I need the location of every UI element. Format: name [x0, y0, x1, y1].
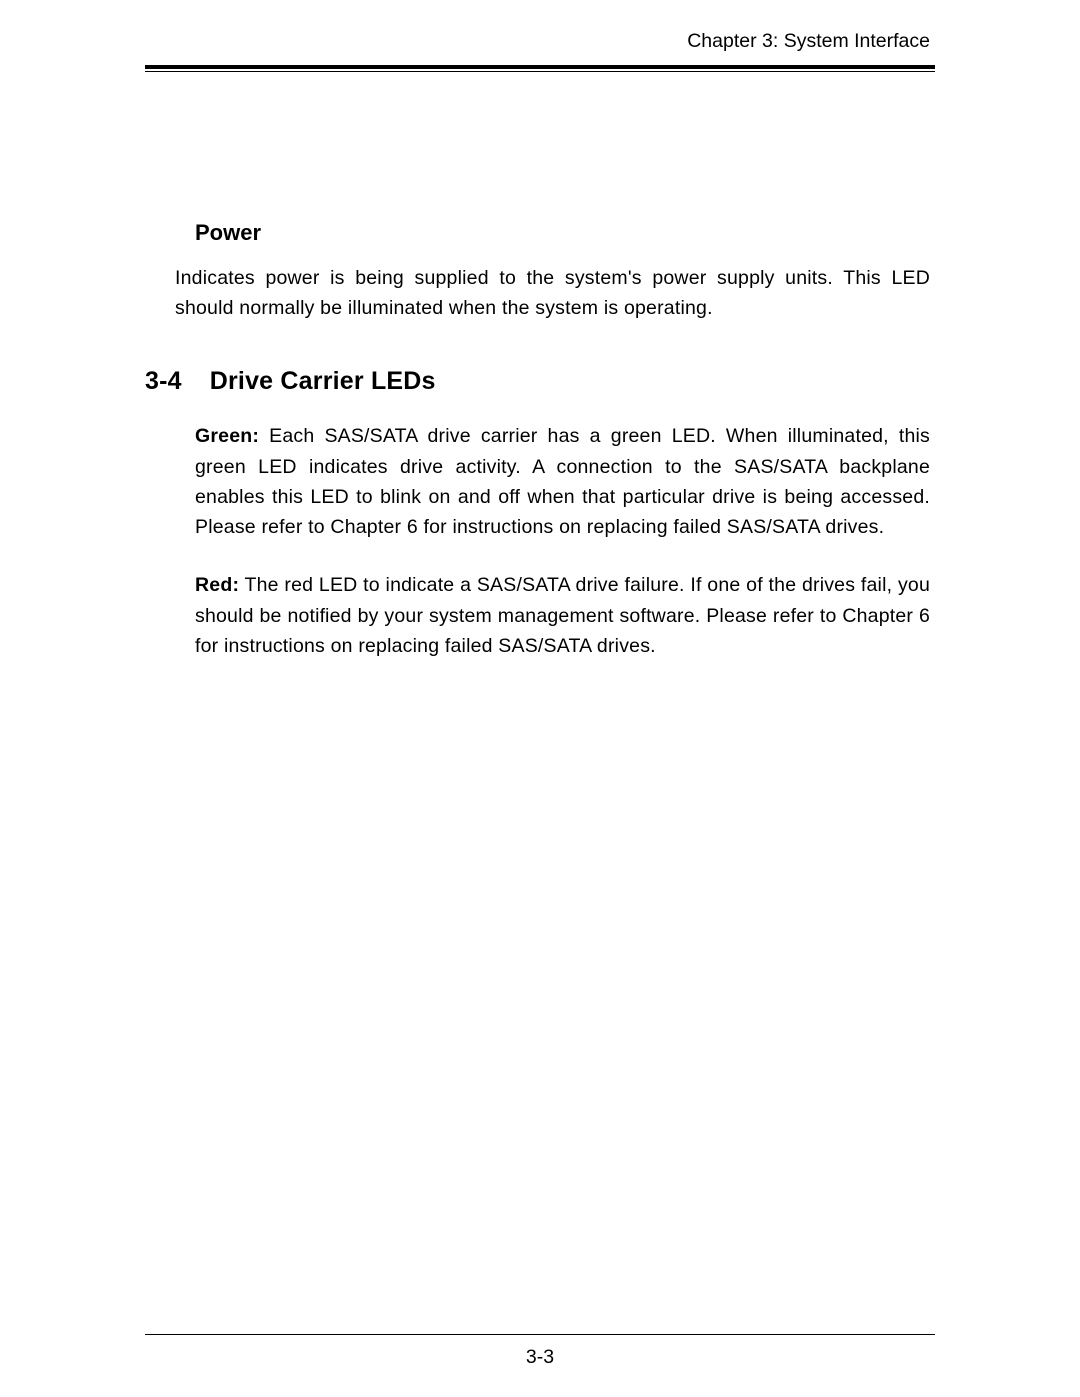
power-body-text: Indicates power is being supplied to the… [175, 263, 930, 323]
green-text: Each SAS/SATA drive carrier has a green … [195, 425, 930, 538]
footer-rule [145, 1334, 935, 1335]
red-label: Red: [195, 574, 239, 596]
chapter-header: Chapter 3: System Interface [145, 30, 935, 53]
section-number: 3-4 [145, 367, 182, 396]
section-title: Drive Carrier LEDs [210, 367, 436, 395]
page-container: Chapter 3: System Interface Power Indica… [0, 0, 1080, 1397]
power-subheading: Power [195, 220, 935, 246]
red-led-paragraph: Red: The red LED to indicate a SAS/SATA … [195, 570, 930, 661]
page-number: 3-3 [0, 1346, 1080, 1369]
green-label: Green: [195, 425, 259, 447]
header-rule [145, 65, 935, 72]
section-heading-drive-carrier: 3-4 Drive Carrier LEDs [145, 367, 935, 396]
red-text: The red LED to indicate a SAS/SATA drive… [195, 574, 930, 656]
green-led-paragraph: Green: Each SAS/SATA drive carrier has a… [195, 421, 930, 542]
